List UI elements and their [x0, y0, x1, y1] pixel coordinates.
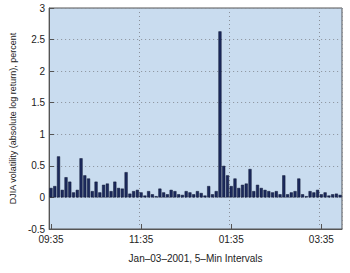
svg-text:0: 0 — [40, 192, 46, 203]
svg-text:1.5: 1.5 — [31, 97, 45, 108]
svg-text:DJIA volatility (absolute log: DJIA volatility (absolute log return), p… — [8, 32, 18, 204]
svg-text:3: 3 — [40, 3, 46, 14]
svg-text:09:35: 09:35 — [38, 234, 63, 245]
svg-text:Jan–03–2001, 5–Min Intervals: Jan–03–2001, 5–Min Intervals — [129, 253, 263, 264]
svg-text:01:35: 01:35 — [219, 234, 244, 245]
svg-text:0.5: 0.5 — [31, 160, 45, 171]
svg-text:2: 2 — [40, 66, 46, 77]
svg-text:03:35: 03:35 — [309, 234, 334, 245]
svg-text:2.5: 2.5 — [31, 34, 45, 45]
svg-text:1: 1 — [40, 129, 46, 140]
svg-text:11:35: 11:35 — [129, 234, 154, 245]
svg-text:-0.5: -0.5 — [27, 223, 46, 235]
